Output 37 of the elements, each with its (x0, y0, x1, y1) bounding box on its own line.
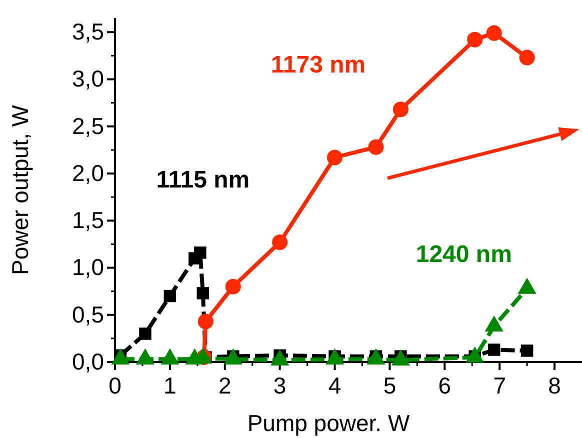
point (392, 102, 408, 118)
point (198, 314, 214, 330)
point (519, 50, 535, 66)
x-axis-title: Pump power. W (247, 410, 410, 436)
y-tick-label: 2,0 (72, 160, 104, 186)
series-label: 1173 nm (270, 52, 366, 79)
x-tick-label: 7 (493, 372, 506, 399)
x-tick-label: 2 (218, 372, 232, 399)
point (272, 234, 288, 250)
y-tick-label: 3,5 (72, 18, 104, 44)
x-tick-label: 1 (164, 372, 176, 399)
point (326, 150, 343, 166)
point (486, 25, 502, 41)
y-tick-label: 1,0 (72, 254, 104, 280)
point (196, 287, 210, 300)
x-tick-label: 6 (438, 372, 452, 399)
point (225, 278, 241, 294)
point (194, 246, 206, 259)
point (520, 344, 534, 357)
y-tick-label: 3,0 (72, 66, 104, 92)
point (164, 290, 176, 302)
text: 1115 nm (156, 166, 250, 194)
y-axis-title: Power output, W (7, 104, 33, 276)
point (488, 344, 500, 356)
y-tick-label: 1,5 (72, 206, 104, 233)
y-tick-label: 2,5 (72, 112, 104, 139)
point (467, 32, 483, 48)
x-tick-label: 8 (548, 372, 561, 399)
x-tick-label: 4 (328, 372, 342, 399)
y-tick-label: 0,5 (72, 301, 104, 328)
x-tick-label: 5 (383, 372, 396, 399)
point (139, 328, 152, 340)
y-tick-label: 0,0 (72, 348, 104, 374)
x-tick-label: 0 (108, 372, 122, 399)
x-tick-label: 3 (273, 372, 286, 399)
point (368, 139, 384, 155)
series-label: 1240 nm (416, 241, 512, 268)
